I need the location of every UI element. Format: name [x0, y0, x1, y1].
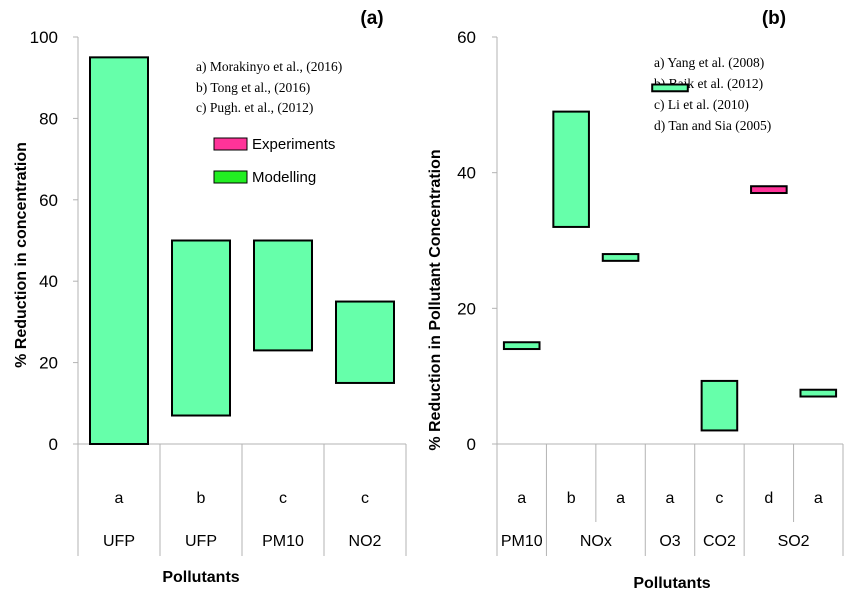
legend-swatch-experiments — [213, 137, 248, 151]
legend-swatch-modelling — [213, 170, 248, 184]
y-tick-label-a: 20 — [39, 354, 58, 373]
legend-label-experiments: Experiments — [252, 136, 335, 153]
reference-a-3: c) Pugh. et al., (2012) — [196, 100, 313, 115]
pollutant-label-a: UFP — [103, 533, 135, 550]
reference-letter-b: a — [616, 490, 625, 507]
pollutant-label-b: SO2 — [778, 533, 810, 550]
x-axis-title-b: Pollutants — [633, 575, 710, 592]
range-bar-b — [601, 253, 640, 262]
y-tick-label-a: 0 — [49, 435, 58, 454]
pollutant-label-a: UFP — [185, 533, 217, 550]
y-tick-label-a: 100 — [30, 28, 58, 47]
reference-letter-b: a — [517, 490, 526, 507]
reference-letter-b: b — [567, 490, 576, 507]
reference-letter-a: c — [361, 490, 369, 507]
chart-marks: 0 20 40 60 80 100 UFP UFP PM10 NO2 a b c c 0 20 40 60 PM10… — [30, 28, 844, 556]
y-tick-label-b: 0 — [467, 435, 476, 454]
reference-letter-b: a — [814, 490, 823, 507]
x-axis-title-a: Pollutants — [162, 569, 239, 586]
y-tick-label-b: 20 — [457, 299, 476, 318]
reference-a-2: b) Tong et al., (2016) — [196, 80, 310, 95]
pollutant-label-b: NOx — [580, 533, 612, 550]
range-bar-a — [335, 300, 395, 384]
reference-letter-b: a — [666, 490, 675, 507]
reference-b-3: c) Li et al. (2010) — [654, 97, 749, 112]
y-axis-title-b: % Reduction in Pollutant Concentration — [427, 149, 444, 450]
reference-letter-a: a — [115, 490, 124, 507]
reference-b-1: a) Yang et al. (2008) — [654, 55, 764, 70]
y-tick-label-b: 60 — [457, 28, 476, 47]
y-tick-label-a: 60 — [39, 191, 58, 210]
panel-label-b: (b) — [762, 8, 786, 29]
range-bar-b — [502, 341, 541, 351]
panel-label-a: (a) — [360, 8, 383, 29]
y-tick-label-a: 40 — [39, 272, 58, 291]
range-bar-b — [750, 185, 788, 195]
pollutant-label-b: O3 — [659, 533, 680, 550]
pollutant-label-b: PM10 — [501, 533, 543, 550]
reference-letter-b: d — [764, 490, 773, 507]
y-tick-label-b: 40 — [457, 164, 476, 183]
legend-label-modelling: Modelling — [252, 169, 316, 186]
reference-letter-a: b — [197, 490, 206, 507]
y-axis-title-a: % Reduction in concentration — [13, 142, 30, 368]
range-bar-a — [171, 239, 231, 417]
reference-letter-a: c — [279, 490, 287, 507]
y-tick-label-a: 80 — [39, 109, 58, 128]
range-bar-b — [552, 110, 590, 228]
range-bar-a — [253, 239, 313, 352]
reference-a-1: a) Morakinyo et al., (2016) — [196, 59, 342, 74]
pollutant-label-b: CO2 — [703, 533, 736, 550]
range-bar-b — [700, 379, 739, 432]
pollutant-label-a: PM10 — [262, 533, 304, 550]
range-bar-a — [89, 56, 149, 445]
reference-letter-b: c — [715, 490, 723, 507]
range-bar-b — [651, 83, 689, 93]
range-bar-b — [799, 388, 838, 398]
reference-b-4: d) Tan and Sia (2005) — [654, 118, 771, 133]
pollutant-label-a: NO2 — [349, 533, 382, 550]
